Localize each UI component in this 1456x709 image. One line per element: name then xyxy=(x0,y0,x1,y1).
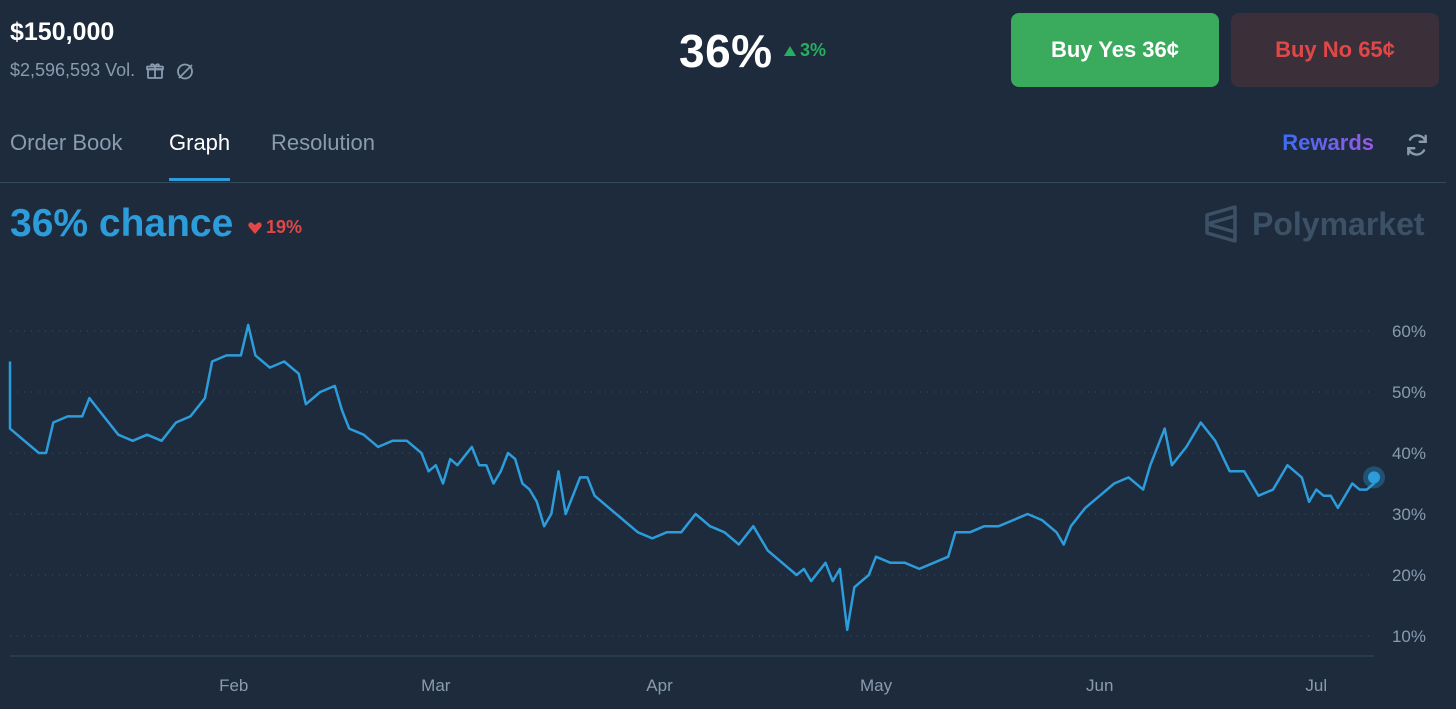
current-price: 36% xyxy=(679,25,773,77)
chart-grid xyxy=(10,330,1374,637)
buy-yes-button[interactable]: Buy Yes 36¢ xyxy=(1011,13,1219,87)
price-chart: 60% 50% 40% 30% 20% 10% Feb Mar Apr May Jun Jul xyxy=(8,322,1426,695)
y-tick-label: 40% xyxy=(1392,444,1426,463)
y-axis-ticks: 60% 50% 40% 30% 20% 10% xyxy=(1392,322,1426,646)
latest-point[interactable] xyxy=(1368,471,1380,484)
x-tick-label: May xyxy=(860,676,893,695)
x-tick-label: Jul xyxy=(1305,676,1327,695)
market-header: $150,000 $2,596,593 Vol. 36% 3% Buy Yes … xyxy=(0,0,1456,110)
y-tick-label: 30% xyxy=(1392,505,1426,524)
x-tick-label: Jun xyxy=(1086,676,1113,695)
tab-graph[interactable]: Graph xyxy=(169,130,231,181)
y-tick-label: 60% xyxy=(1392,322,1426,341)
series-line-yes xyxy=(8,323,1376,632)
chance-headline: 36% chance xyxy=(10,202,234,245)
price-change: 3% xyxy=(784,40,826,61)
volume-text: $2,596,593 Vol. xyxy=(10,60,136,80)
price-change-value: 3% xyxy=(800,40,827,60)
chance-change: 19% xyxy=(248,217,302,238)
tab-resolution[interactable]: Resolution xyxy=(271,130,375,155)
triangle-up-icon xyxy=(784,45,796,56)
y-tick-label: 50% xyxy=(1392,383,1426,402)
x-tick-label: Apr xyxy=(646,676,673,695)
heart-down-icon xyxy=(248,221,262,234)
polymarket-watermark: Polymarket xyxy=(1202,204,1425,244)
x-axis-ticks: Feb Mar Apr May Jun Jul xyxy=(219,676,1327,695)
x-tick-label: Feb xyxy=(219,676,248,695)
chance-change-value: 19% xyxy=(266,217,303,237)
clock-slash-icon[interactable] xyxy=(175,61,195,81)
brand-name: Polymarket xyxy=(1252,205,1425,242)
volume-row: $2,596,593 Vol. xyxy=(10,60,195,81)
tab-order-book[interactable]: Order Book xyxy=(10,130,123,155)
x-tick-label: Mar xyxy=(421,676,451,695)
tab-bar: Order Book Graph Resolution Rewards xyxy=(0,110,1446,183)
y-tick-label: 20% xyxy=(1392,566,1426,585)
gift-icon[interactable] xyxy=(145,61,165,81)
y-tick-label: 10% xyxy=(1392,627,1426,646)
prize-amount: $150,000 xyxy=(10,18,115,46)
polymarket-logo-icon xyxy=(1205,205,1237,243)
buy-no-button[interactable]: Buy No 65¢ xyxy=(1231,13,1439,87)
rewards-link[interactable]: Rewards xyxy=(1282,130,1374,155)
refresh-icon[interactable] xyxy=(1404,132,1430,158)
